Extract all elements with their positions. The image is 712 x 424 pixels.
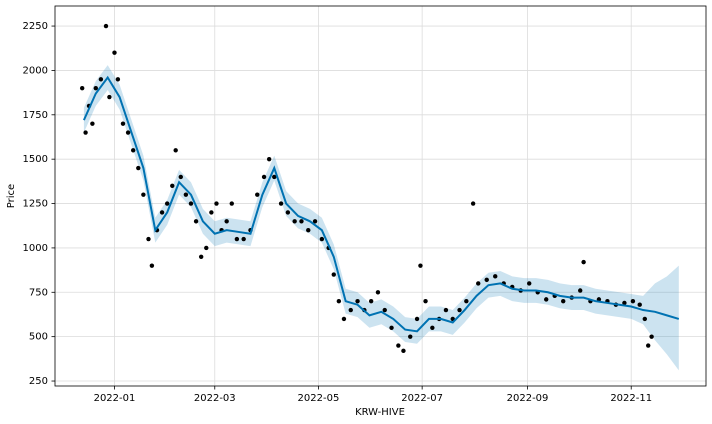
observed-point	[90, 121, 95, 126]
y-axis-label: Price	[6, 184, 17, 208]
observed-point	[457, 307, 462, 313]
observed-point	[341, 316, 347, 322]
observed-point	[312, 219, 318, 224]
observed-point	[642, 316, 648, 322]
observed-point	[285, 210, 291, 215]
uncertainty-band	[83, 65, 679, 371]
y-tick-label: 1250	[23, 199, 48, 210]
observed-point	[204, 245, 209, 251]
observed-point	[120, 121, 126, 126]
observed-point	[414, 316, 420, 322]
observed-point	[214, 201, 219, 206]
observed-point	[229, 201, 234, 206]
observed-point	[93, 85, 98, 91]
plot-frame	[54, 5, 707, 387]
observed-point	[164, 201, 170, 206]
observed-point	[430, 325, 435, 330]
observed-point	[209, 210, 214, 215]
x-tick-label: 2022-11	[610, 393, 652, 404]
x-axis-label: KRW-HIVE	[355, 407, 405, 418]
x-tick-label: 2022-09	[507, 393, 549, 404]
observed-point	[581, 259, 586, 265]
observed-point	[115, 77, 121, 82]
observed-point	[637, 302, 642, 307]
observed-point	[319, 236, 325, 242]
observed-point	[646, 343, 651, 348]
observed-point	[103, 23, 109, 29]
observed-point	[292, 219, 297, 224]
observed-point	[630, 298, 636, 304]
observed-point	[423, 298, 428, 304]
observed-point	[375, 290, 381, 295]
observed-point	[261, 174, 267, 180]
y-tick-label: 2000	[23, 65, 48, 76]
x-tick-label: 2022-05	[298, 393, 340, 404]
y-tick-label: 1500	[23, 154, 48, 165]
observed-point	[241, 236, 246, 242]
observed-point	[183, 192, 189, 197]
observed-point	[389, 325, 394, 330]
y-tick-label: 500	[29, 332, 48, 343]
observed-point	[130, 148, 136, 153]
observed-point	[141, 192, 146, 197]
observed-point	[561, 298, 566, 304]
observed-point	[299, 219, 304, 224]
observed-point	[649, 334, 654, 339]
x-tick-label: 2022-07	[401, 393, 443, 404]
y-tick-label: 2250	[23, 21, 48, 32]
observed-point	[336, 298, 342, 304]
observed-point	[476, 281, 481, 286]
y-tick-label: 1750	[23, 110, 48, 121]
observed-point	[98, 77, 104, 82]
observed-point	[368, 298, 374, 304]
y-tick-label: 750	[29, 287, 48, 298]
observed-point	[266, 156, 272, 162]
observed-point	[83, 130, 88, 135]
observed-point	[146, 236, 151, 242]
observed-point	[234, 236, 240, 242]
observed-point	[578, 288, 583, 293]
observed-point	[493, 274, 498, 279]
observed-point	[159, 210, 165, 215]
observed-point	[408, 334, 413, 339]
observed-point	[149, 263, 155, 268]
observed-point	[484, 277, 489, 283]
observed-point	[193, 219, 199, 224]
observed-point	[355, 298, 360, 304]
observed-point	[382, 307, 387, 313]
observed-point	[470, 201, 476, 206]
observed-point	[178, 174, 183, 180]
observed-point	[173, 148, 178, 153]
observed-point	[464, 298, 469, 304]
observed-point	[418, 263, 423, 268]
observed-point	[112, 50, 117, 55]
observed-point	[224, 219, 229, 224]
y-tick-label: 1000	[23, 243, 48, 254]
observed-point	[125, 130, 131, 135]
observed-point	[136, 165, 141, 171]
observed-point	[198, 254, 204, 259]
observed-point	[79, 85, 85, 91]
observed-point	[107, 94, 112, 100]
observed-point	[527, 281, 532, 286]
observed-point	[306, 227, 311, 233]
observed-point	[170, 183, 175, 188]
observed-point	[622, 300, 627, 306]
y-tick-label: 250	[29, 376, 48, 387]
observed-point	[272, 174, 277, 180]
observed-point	[544, 297, 549, 302]
x-tick-label: 2022-01	[94, 393, 136, 404]
observed-point	[348, 307, 353, 313]
observed-point	[278, 201, 284, 206]
forecast-line	[82, 75, 680, 333]
observed-point	[331, 272, 336, 277]
observed-point	[401, 348, 406, 354]
x-tick-label: 2022-03	[194, 393, 236, 404]
observed-point	[596, 297, 602, 302]
observed-point	[396, 343, 401, 348]
observed-point	[443, 307, 449, 313]
observed-point	[188, 201, 194, 206]
observed-point	[255, 192, 260, 197]
